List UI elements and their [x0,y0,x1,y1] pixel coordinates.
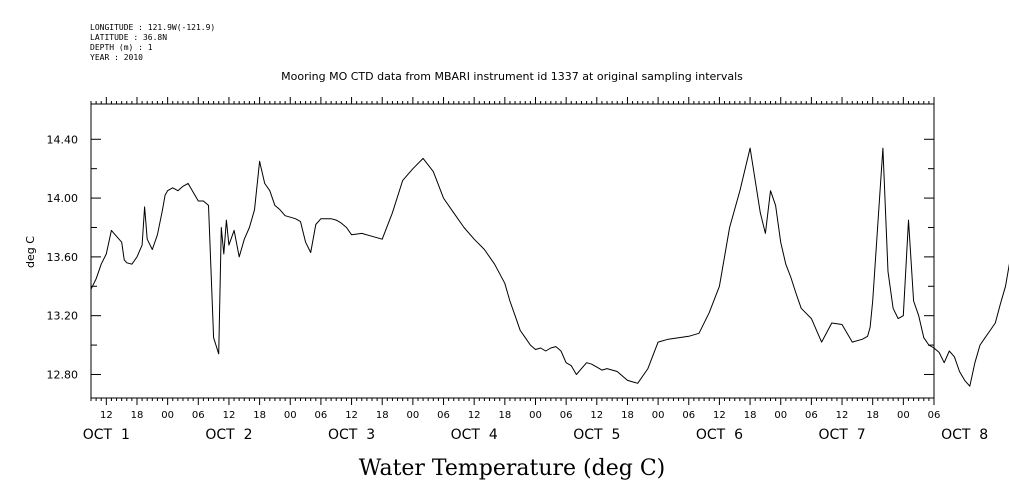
x-tick-label: 18 [621,410,634,421]
x-tick-label: 00 [284,410,297,421]
x-day-label: OCT 8 [941,427,988,443]
x-tick-label: 00 [407,410,420,421]
x-day-label: OCT 2 [205,427,252,443]
series-line [90,147,1009,387]
chart-title: Mooring MO CTD data from MBARI instrumen… [281,70,743,83]
x-tick-label: 18 [131,410,144,421]
x-tick-label: 12 [713,410,726,421]
y-tick-label: 12.80 [47,368,79,381]
x-tick-label: 18 [498,410,511,421]
x-tick-label: 12 [345,410,358,421]
x-tick-label: 00 [529,410,542,421]
x-tick-label: 06 [682,410,695,421]
x-day-label: OCT 7 [818,427,865,443]
x-tick-label: 00 [774,410,787,421]
x-tick-label: 06 [315,410,328,421]
x-tick-label: 06 [560,410,573,421]
plot-frame [90,103,935,399]
x-tick-label: 18 [253,410,266,421]
x-tick-label: 12 [836,410,849,421]
x-axis-label: Water Temperature (deg C) [359,456,666,481]
y-tick-label: 13.20 [47,310,79,323]
x-tick-label: 00 [161,410,174,421]
y-tick-label: 14.40 [47,133,79,146]
x-tick-label: 12 [100,410,113,421]
x-tick-label: 18 [376,410,389,421]
x-tick-label: 06 [928,410,941,421]
header-depth: DEPTH (m) : 1 [90,43,153,52]
header-longitude: LONGITUDE : 121.9W(-121.9) [90,23,215,32]
x-tick-label: 12 [590,410,603,421]
x-tick-label: 12 [468,410,481,421]
x-tick-label: 18 [866,410,879,421]
x-tick-label: 12 [223,410,236,421]
x-tick-label: 00 [897,410,910,421]
x-day-label: OCT 1 [83,427,130,443]
axes: 12 18 00 06 12 18 00 06 12 18 00 06 12 18 00 06 12 18 00 06… [47,97,988,443]
x-tick-label: 18 [744,410,757,421]
y-tick-label: 13.60 [47,251,79,264]
x-day-label: OCT 4 [451,427,498,443]
x-tick-label: 06 [805,410,818,421]
x-day-label: OCT 5 [573,427,620,443]
x-tick-label: 06 [437,410,450,421]
header-year: YEAR : 2010 [90,53,143,62]
series-layer [90,147,1009,387]
x-tick-label: 00 [652,410,665,421]
x-tick-label: 06 [192,410,205,421]
x-day-label: OCT 6 [696,427,743,443]
y-axis-label: deg C [24,236,37,268]
header-latitude: LATITUDE : 36.8N [90,33,167,42]
y-tick-label: 14.00 [47,192,79,205]
x-day-label: OCT 3 [328,427,375,443]
